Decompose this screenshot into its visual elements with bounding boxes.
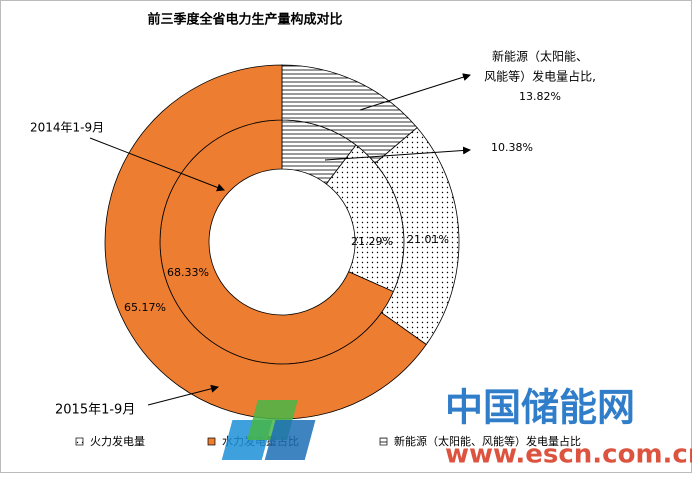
legend-swatch xyxy=(379,437,388,446)
data-label: 65.17% xyxy=(124,301,166,314)
data-label: 21.01% xyxy=(407,233,449,246)
series-label: 2014年1-9月 xyxy=(30,121,104,135)
data-label: 68.33% xyxy=(167,266,209,279)
data-label: 21.29% xyxy=(351,235,393,248)
donut-segment xyxy=(104,64,427,420)
data-label: 10.38% xyxy=(491,141,533,154)
chart-title: 前三季度全省电力生产量构成对比 xyxy=(147,12,342,28)
data-label: 13.82% xyxy=(519,90,561,103)
legend-label: 火力发电量 xyxy=(90,434,145,448)
watermark-logo xyxy=(264,420,316,460)
leader-line xyxy=(359,73,471,111)
legend-swatch xyxy=(207,437,216,446)
watermark-url: www.escn.com.cn xyxy=(445,440,692,470)
annotation: 新能源（太阳能、 xyxy=(492,49,588,64)
watermark-title: 中国储能网 xyxy=(445,386,635,430)
annotation: 风能等）发电量占比, xyxy=(484,69,596,84)
series-label: 2015年1-9月 xyxy=(55,403,135,418)
legend-swatch xyxy=(75,437,84,446)
leader-line xyxy=(89,137,225,192)
leader-line xyxy=(324,146,471,161)
leader-line xyxy=(147,384,219,406)
legend-label: 新能源（太阳能、风能等）发电量占比 xyxy=(394,434,581,448)
